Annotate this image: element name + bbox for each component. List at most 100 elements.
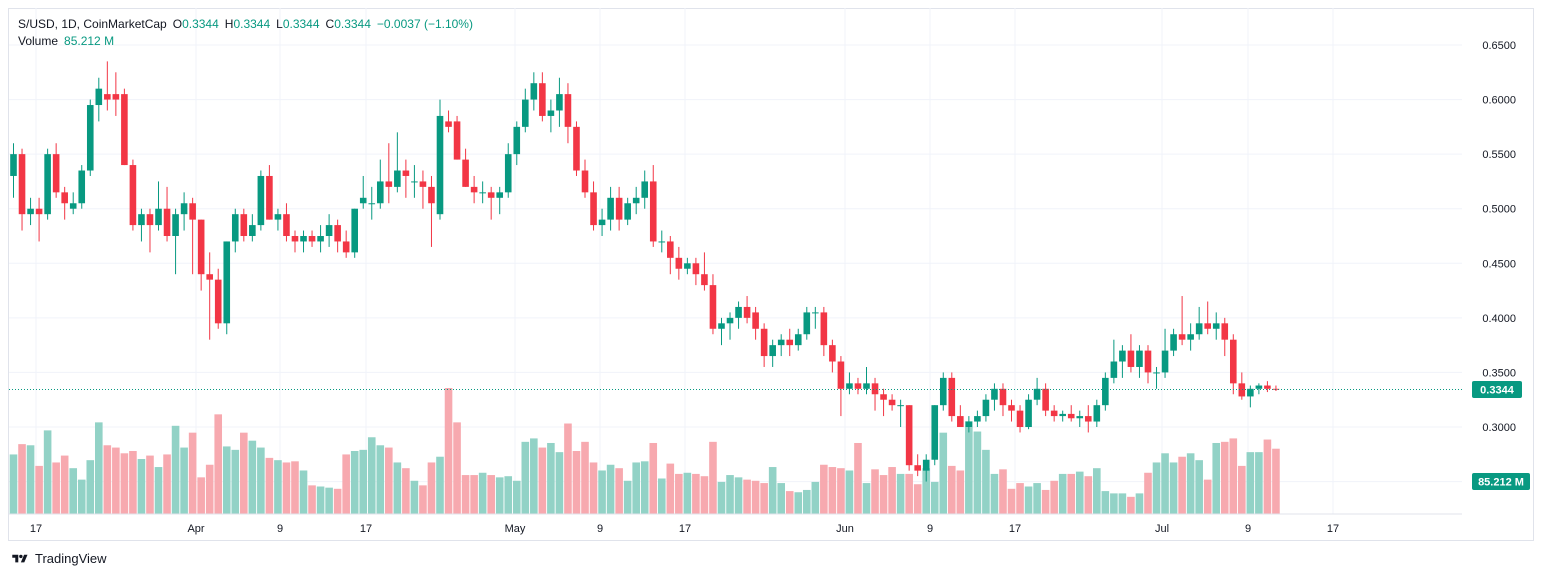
x-tick-label: Apr (187, 523, 204, 535)
candle-body (155, 208, 162, 226)
volume-bar (1178, 456, 1186, 514)
candle-body (69, 203, 77, 209)
volume-bar (547, 442, 555, 514)
ohlc-row: S/USD, 1D, CoinMarketCap O0.3344 H0.3344… (18, 16, 473, 33)
candle-body (897, 405, 904, 407)
candle (692, 257, 700, 286)
volume-bar (453, 422, 461, 514)
volume-bar (461, 475, 470, 514)
candle-body (1255, 385, 1263, 389)
candle-body (334, 225, 341, 242)
candle (1170, 328, 1177, 357)
candle (189, 197, 196, 275)
high-value: 0.3344 (233, 17, 271, 31)
volume-bar (231, 449, 240, 514)
candle-body (974, 416, 981, 422)
candle (829, 339, 836, 373)
candle (1238, 372, 1246, 400)
volume-bar (657, 478, 666, 514)
candle-body (1084, 416, 1092, 422)
volume-bar (129, 451, 137, 514)
volume-bar (112, 447, 120, 514)
candle (752, 306, 759, 340)
candle-body (752, 312, 759, 329)
volume-bar (965, 421, 973, 514)
candle (1195, 306, 1203, 340)
candle-body (675, 257, 683, 269)
candle-body (172, 214, 179, 236)
candle-body (539, 83, 546, 116)
volume-label[interactable]: Volume (18, 34, 59, 48)
price-badge-label: 0.3344 (1480, 384, 1515, 396)
volume-bar (666, 463, 675, 514)
volume-bar (222, 446, 231, 514)
volume-bar (581, 441, 589, 514)
volume-bar (1127, 496, 1135, 514)
candle (709, 274, 717, 335)
candle (530, 72, 538, 111)
volume-bar (342, 454, 350, 514)
volume-bar (1169, 462, 1178, 514)
time-axis[interactable]: 17 Apr 9 17 May 9 17 Jun 9 17 Jul 9 17 (9, 513, 1462, 535)
candle (376, 159, 384, 209)
volume-bar (692, 473, 700, 514)
x-tick-label: 9 (597, 523, 603, 535)
candle-body (257, 175, 265, 226)
candle-body (78, 170, 86, 204)
candle (539, 72, 546, 122)
candle (496, 186, 504, 215)
candle (564, 83, 572, 144)
volume-bar (1067, 473, 1076, 514)
candle-body (453, 121, 461, 160)
candle-body (1221, 323, 1229, 340)
price-axis[interactable]: 0.6500 0.6000 0.5500 0.5000 0.4500 0.4000 0.35… (1482, 40, 1516, 489)
volume-bar (760, 483, 768, 514)
candle-body (1033, 388, 1041, 400)
candle-body (146, 214, 154, 226)
volume-bar (495, 477, 504, 514)
candle (121, 88, 128, 166)
volume-bar (862, 483, 871, 514)
candle (1016, 405, 1024, 433)
candle-body (206, 274, 213, 280)
candle-body (1247, 388, 1254, 397)
candle (1272, 385, 1280, 391)
volume-bar (948, 465, 956, 514)
candle (257, 170, 265, 231)
candle (777, 334, 785, 357)
candle (436, 99, 444, 220)
candle (726, 312, 734, 340)
volume-bar (709, 441, 717, 514)
candle (428, 175, 435, 247)
volume-bar (410, 480, 419, 514)
volume-bar (154, 467, 163, 514)
candle (522, 88, 529, 133)
candle-body (1016, 410, 1024, 427)
candle (812, 306, 819, 329)
volume-bar (743, 479, 751, 514)
candle (1050, 405, 1058, 422)
volume-bar (137, 459, 146, 514)
candle-body (624, 203, 631, 220)
candle-body (487, 192, 495, 198)
x-tick-label: 17 (30, 523, 42, 535)
volume-bar (768, 467, 777, 514)
volume-bar (77, 479, 86, 514)
candle (1264, 381, 1271, 393)
candle-body (846, 383, 853, 389)
chart-legend: S/USD, 1D, CoinMarketCap O0.3344 H0.3344… (18, 16, 473, 50)
candle-body (180, 203, 188, 215)
candle-body (1093, 405, 1101, 422)
volume-bar (120, 453, 129, 514)
volume-bar (896, 473, 905, 514)
volume-bar (1024, 486, 1033, 514)
volume-bar (606, 464, 615, 514)
volume-bar (811, 481, 820, 514)
volume-bar (564, 423, 572, 514)
volume-bar (1050, 480, 1058, 514)
symbol-title[interactable]: S/USD, 1D, CoinMarketCap (18, 17, 167, 31)
tradingview-footer[interactable]: TradingView (10, 551, 107, 566)
volume-bar (504, 476, 513, 514)
candle (820, 306, 828, 357)
